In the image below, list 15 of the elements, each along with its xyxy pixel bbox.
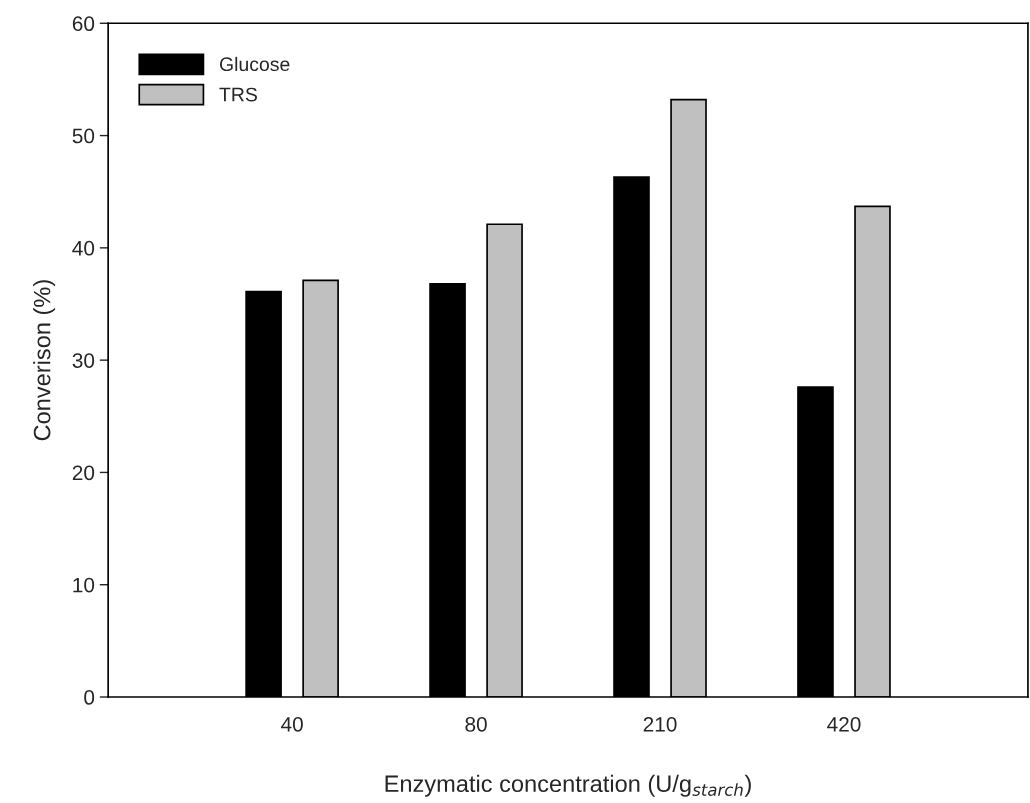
y-tick-label: 10 (73, 577, 95, 593)
legend-label: Glucose (219, 56, 290, 72)
x-tick-label: 80 (465, 717, 487, 732)
y-tick-label: 50 (72, 128, 95, 144)
y-axis-title: Converison (%) (33, 280, 56, 441)
x-axis-title: Enzymatic concentration (U/g$_{starch}$) (385, 774, 751, 797)
x-tick-label: 40 (281, 717, 303, 732)
y-tick-label: 30 (72, 353, 95, 368)
y-tick-label: 20 (72, 465, 95, 481)
legend-label: TRS (219, 87, 257, 102)
y-tick-label: 60 (72, 16, 95, 32)
x-tick-label: 210 (643, 717, 677, 732)
x-tick-label: 420 (827, 717, 861, 732)
y-tick-label: 0 (84, 690, 95, 705)
y-tick-label: 40 (72, 240, 95, 256)
